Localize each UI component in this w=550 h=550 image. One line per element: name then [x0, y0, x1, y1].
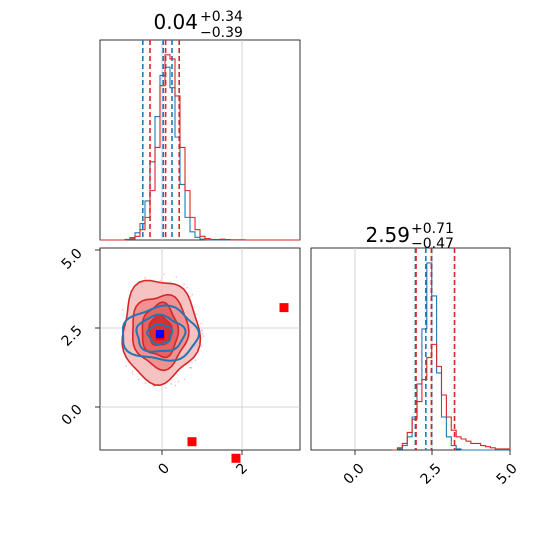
- sample-point: [131, 370, 134, 373]
- histogram-series-1: [100, 54, 300, 241]
- y-tick-label: 5.0: [59, 246, 86, 273]
- sample-point: [144, 277, 146, 279]
- x-tick-label: 5.0: [494, 461, 521, 488]
- sample-point: [200, 322, 202, 325]
- sample-point: [186, 286, 188, 289]
- red-marker-3: [279, 303, 289, 313]
- histogram-series-1: [392, 343, 511, 451]
- title-lower-error: −0.47: [411, 236, 454, 252]
- sample-point: [194, 359, 197, 362]
- sample-point: [191, 361, 193, 364]
- panel-bottom-right-frame: [310, 247, 511, 451]
- x-tick-label: 0: [155, 460, 173, 478]
- sample-point: [174, 384, 177, 387]
- sample-point: [202, 335, 205, 337]
- sample-point: [144, 382, 147, 384]
- panel-top-left-frame: [99, 39, 301, 241]
- title-upper-error: +0.71: [411, 221, 454, 237]
- blue-contour-2: [146, 323, 174, 346]
- blue-contour-1: [135, 313, 187, 353]
- x-tick-label: 2: [233, 460, 251, 478]
- sample-point: [170, 383, 173, 385]
- point-markers: [155, 303, 289, 463]
- title-upper-error: +0.34: [200, 9, 243, 25]
- sample-point: [159, 279, 162, 282]
- histogram-right: [392, 248, 511, 451]
- y-tick-label: 2.5: [59, 323, 86, 350]
- sample-point: [121, 308, 124, 311]
- panel-top-left: 0.04 +0.34 −0.39: [99, 9, 301, 241]
- sample-point: [177, 380, 180, 383]
- panel-bottom-left-frame: [99, 247, 301, 451]
- sample-point: [131, 372, 134, 375]
- sample-point: [163, 273, 165, 276]
- histogram-series-0: [100, 66, 300, 241]
- sample-point: [137, 378, 140, 381]
- x-tick-label: 0.0: [341, 461, 368, 488]
- sample-point: [191, 293, 194, 296]
- sample-point: [152, 385, 155, 387]
- red-marker-2: [231, 453, 241, 463]
- panel-top-left-title: 0.04: [153, 10, 198, 34]
- title-value: 0.04: [153, 10, 198, 34]
- title-lower-error: −0.39: [200, 25, 243, 41]
- sample-point: [175, 276, 178, 278]
- histogram-top: [100, 40, 300, 241]
- y-tick-label: 0.0: [59, 402, 86, 429]
- sample-point: [125, 365, 128, 367]
- red-marker-1: [187, 437, 197, 447]
- panel-bottom-left: 0 2 0.0 2.5 5.0: [59, 246, 301, 478]
- sample-point: [200, 345, 203, 348]
- sample-point: [183, 283, 185, 286]
- sample-point: [189, 295, 192, 298]
- blue-marker-0: [156, 330, 164, 339]
- sample-point: [189, 366, 191, 369]
- sample-point: [193, 306, 195, 308]
- sample-point: [195, 313, 198, 315]
- panel-bottom-right-title: 2.59: [365, 223, 410, 247]
- sample-point: [164, 386, 167, 389]
- sample-point: [201, 332, 204, 335]
- blue-contour-0: [121, 304, 201, 362]
- panel-bottom-right: 0.0 2.5 5.0 2.59 +0.71 −0.47: [310, 221, 521, 488]
- sample-point: [200, 328, 203, 331]
- sample-point: [183, 378, 186, 381]
- x-tick-label: 2.5: [418, 461, 445, 488]
